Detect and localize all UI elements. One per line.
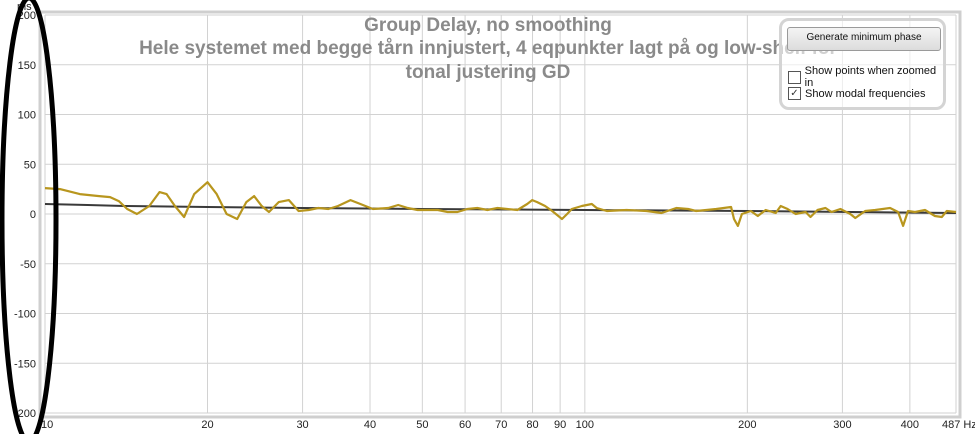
show-modal-label: Show modal frequencies xyxy=(805,87,926,100)
y-tick-label: 50 xyxy=(24,159,36,171)
group-delay-series-line xyxy=(44,181,957,227)
show-modal-option[interactable]: ✓ Show modal frequencies xyxy=(788,87,925,100)
x-tick-label: 90 xyxy=(554,419,566,431)
y-tick-label: 100 xyxy=(18,110,36,122)
x-tick-label: 100 xyxy=(576,419,594,431)
y-tick-label: 0 xyxy=(30,209,36,221)
x-tick-label: 300 xyxy=(833,419,851,431)
show-points-checkbox[interactable] xyxy=(788,70,801,84)
series-lines xyxy=(44,181,957,227)
x-tick-label: 30 xyxy=(296,419,308,431)
x-tick-label: 20 xyxy=(201,419,213,431)
show-points-option[interactable]: Show points when zoomed in xyxy=(788,65,943,89)
y-tick-label: -100 xyxy=(14,309,36,321)
show-modal-checkbox[interactable]: ✓ xyxy=(788,87,801,100)
x-tick-label: 60 xyxy=(459,419,471,431)
y-axis-ticks: 200 150 100 50 0 -50 -100 -150 -200 xyxy=(14,10,36,420)
x-tick-label: 40 xyxy=(364,419,376,431)
x-tick-label: 80 xyxy=(526,419,538,431)
x-tick-label: 10 xyxy=(41,419,53,431)
x-tick-label: 487 Hz xyxy=(942,419,975,431)
x-tick-label: 70 xyxy=(495,419,507,431)
x-tick-label: 200 xyxy=(738,419,756,431)
generate-minimum-phase-button[interactable]: Generate minimum phase xyxy=(787,27,941,51)
y-tick-label: 200 xyxy=(18,10,36,22)
show-points-label: Show points when zoomed in xyxy=(804,65,937,89)
x-tick-label: 50 xyxy=(416,419,428,431)
y-tick-label: -50 xyxy=(20,259,36,271)
options-panel: Generate minimum phase Show points when … xyxy=(779,18,946,110)
y-tick-label: -200 xyxy=(14,408,36,420)
y-tick-label: 150 xyxy=(18,60,36,72)
y-tick-label: -150 xyxy=(14,358,36,370)
x-axis-ticks: 10 20 30 40 50 60 70 80 90 100 200 300 400 487 Hz xyxy=(41,419,975,431)
x-tick-label: 400 xyxy=(901,419,919,431)
chart-subtitle-line-2: tonal justering GD xyxy=(406,62,571,83)
annotation-ellipse xyxy=(0,0,59,434)
chart-title: Group Delay, no smoothing xyxy=(364,15,612,36)
chart-subtitle-line-1: Hele systemet med begge tårn innjustert,… xyxy=(139,38,837,59)
